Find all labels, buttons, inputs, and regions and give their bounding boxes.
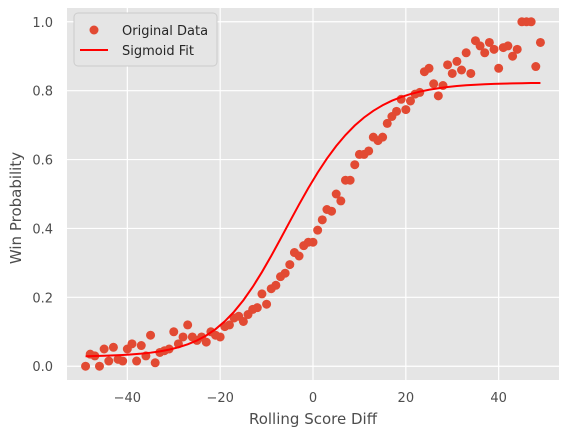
scatter-point	[104, 356, 114, 366]
x-tick-labels: −40 −20 0 20 40	[114, 391, 507, 406]
scatter-point	[294, 251, 304, 261]
grid-lines	[67, 8, 559, 380]
scatter-point	[503, 41, 513, 51]
scatter-point	[94, 361, 104, 371]
y-tick-label: 0.6	[32, 154, 53, 169]
scatter-point	[480, 48, 490, 58]
legend: Original Data Sigmoid Fit	[73, 12, 218, 67]
scatter-point	[331, 189, 341, 199]
scatter-point	[484, 37, 494, 47]
scatter-point	[350, 160, 360, 170]
scatter-point	[313, 225, 323, 235]
scatter-point	[336, 196, 346, 206]
scatter-point	[257, 289, 267, 299]
scatter-point	[429, 79, 439, 89]
scatter-point	[169, 327, 179, 337]
scatter-point	[457, 65, 467, 75]
scatter-point	[531, 62, 541, 72]
y-tick-label: 0.0	[32, 360, 53, 375]
scatter-point	[81, 361, 91, 371]
x-tick-label: 40	[490, 391, 507, 406]
legend-box	[73, 12, 218, 67]
fit-line-series	[85, 81, 541, 358]
scatter-point	[494, 63, 504, 73]
x-axis-label: Rolling Score Diff	[249, 410, 378, 428]
y-tick-label: 0.4	[32, 222, 53, 237]
scatter-point	[271, 280, 281, 290]
scatter-point	[215, 332, 225, 342]
scatter-point	[183, 320, 193, 330]
scatter-point	[201, 337, 211, 347]
scatter-point	[224, 320, 234, 330]
scatter-point	[127, 339, 137, 349]
scatter-point	[99, 344, 109, 354]
x-tick-label: −40	[114, 391, 141, 406]
scatter-point	[136, 341, 146, 351]
scatter-point	[443, 60, 453, 70]
scatter-point	[262, 299, 272, 309]
y-tick-label: 0.2	[32, 291, 53, 306]
scatter-point	[382, 118, 392, 128]
scatter-point	[526, 17, 536, 27]
x-tick-label: 20	[398, 391, 415, 406]
legend-marker-scatter	[89, 25, 99, 35]
scatter-series	[81, 17, 545, 371]
legend-label-scatter: Original Data	[122, 24, 208, 39]
sigmoid-fit-line	[85, 81, 541, 358]
scatter-point	[345, 175, 355, 185]
scatter-point	[327, 206, 337, 216]
scatter-point	[108, 342, 118, 352]
scatter-point	[401, 105, 411, 115]
y-tick-label: 1.0	[32, 16, 53, 31]
scatter-point	[508, 51, 518, 61]
y-axis-label: Win Probability	[7, 152, 25, 264]
scatter-point	[475, 41, 485, 51]
scatter-point	[132, 356, 142, 366]
x-tick-label: 0	[309, 391, 317, 406]
scatter-point	[238, 316, 248, 326]
scatter-point	[364, 146, 374, 156]
x-tick-label: −20	[206, 391, 233, 406]
scatter-point	[405, 96, 415, 106]
scatter-point	[512, 44, 522, 54]
scatter-point	[317, 215, 327, 225]
scatter-point	[424, 63, 434, 73]
scatter-point	[285, 260, 295, 270]
scatter-point	[378, 132, 388, 142]
scatter-point	[118, 356, 128, 366]
scatter-point	[392, 106, 402, 116]
scatter-point	[146, 330, 156, 340]
legend-label-fit: Sigmoid Fit	[122, 44, 194, 59]
scatter-point	[461, 48, 471, 58]
scatter-point	[433, 91, 443, 101]
scatter-point	[178, 332, 188, 342]
scatter-point	[535, 37, 545, 47]
scatter-point	[280, 268, 290, 278]
scatter-point	[466, 68, 476, 78]
scatter-point	[452, 56, 462, 66]
y-tick-label: 0.8	[32, 85, 53, 100]
y-tick-labels: 0.0 0.2 0.4 0.6 0.8 1.0	[32, 16, 53, 375]
scatter-point	[150, 358, 160, 368]
scatter-point	[252, 303, 262, 313]
scatter-point	[447, 68, 457, 78]
scatter-point	[489, 44, 499, 54]
scatter-point	[308, 237, 318, 247]
